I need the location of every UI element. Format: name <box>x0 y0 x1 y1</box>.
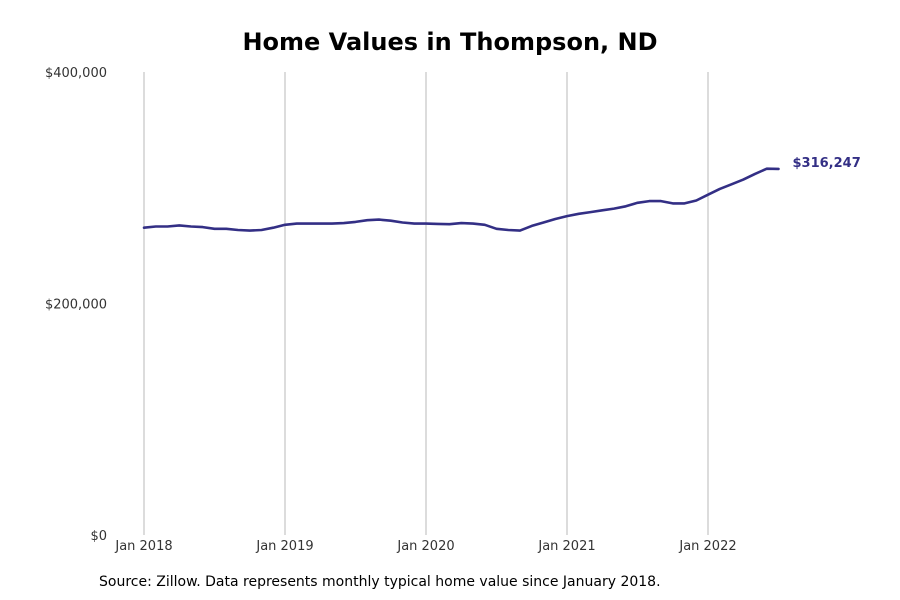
series-layer <box>142 167 780 232</box>
y-tick-label: $0 <box>90 529 107 544</box>
x-tick-label: Jan 2020 <box>396 539 454 554</box>
x-axis: Jan 2018 Jan 2019 Jan 2020 Jan 2021 Jan 2022 <box>114 539 736 554</box>
y-axis: $0 $200,000 $400,000 <box>45 66 107 544</box>
x-tick-label: Jan 2022 <box>678 539 736 554</box>
home-value-line <box>142 167 780 232</box>
x-tick-label: Jan 2021 <box>537 539 595 554</box>
x-tick-label: Jan 2019 <box>255 539 313 554</box>
y-tick-label: $200,000 <box>45 298 107 313</box>
y-tick-label: $400,000 <box>45 66 107 81</box>
x-tick-label: Jan 2018 <box>114 539 172 554</box>
grid-lines <box>143 72 709 535</box>
source-note: Source: Zillow. Data represents monthly … <box>99 574 661 590</box>
end-value-label: $316,247 <box>793 156 861 171</box>
chart-title: Home Values in Thompson, ND <box>242 28 658 56</box>
